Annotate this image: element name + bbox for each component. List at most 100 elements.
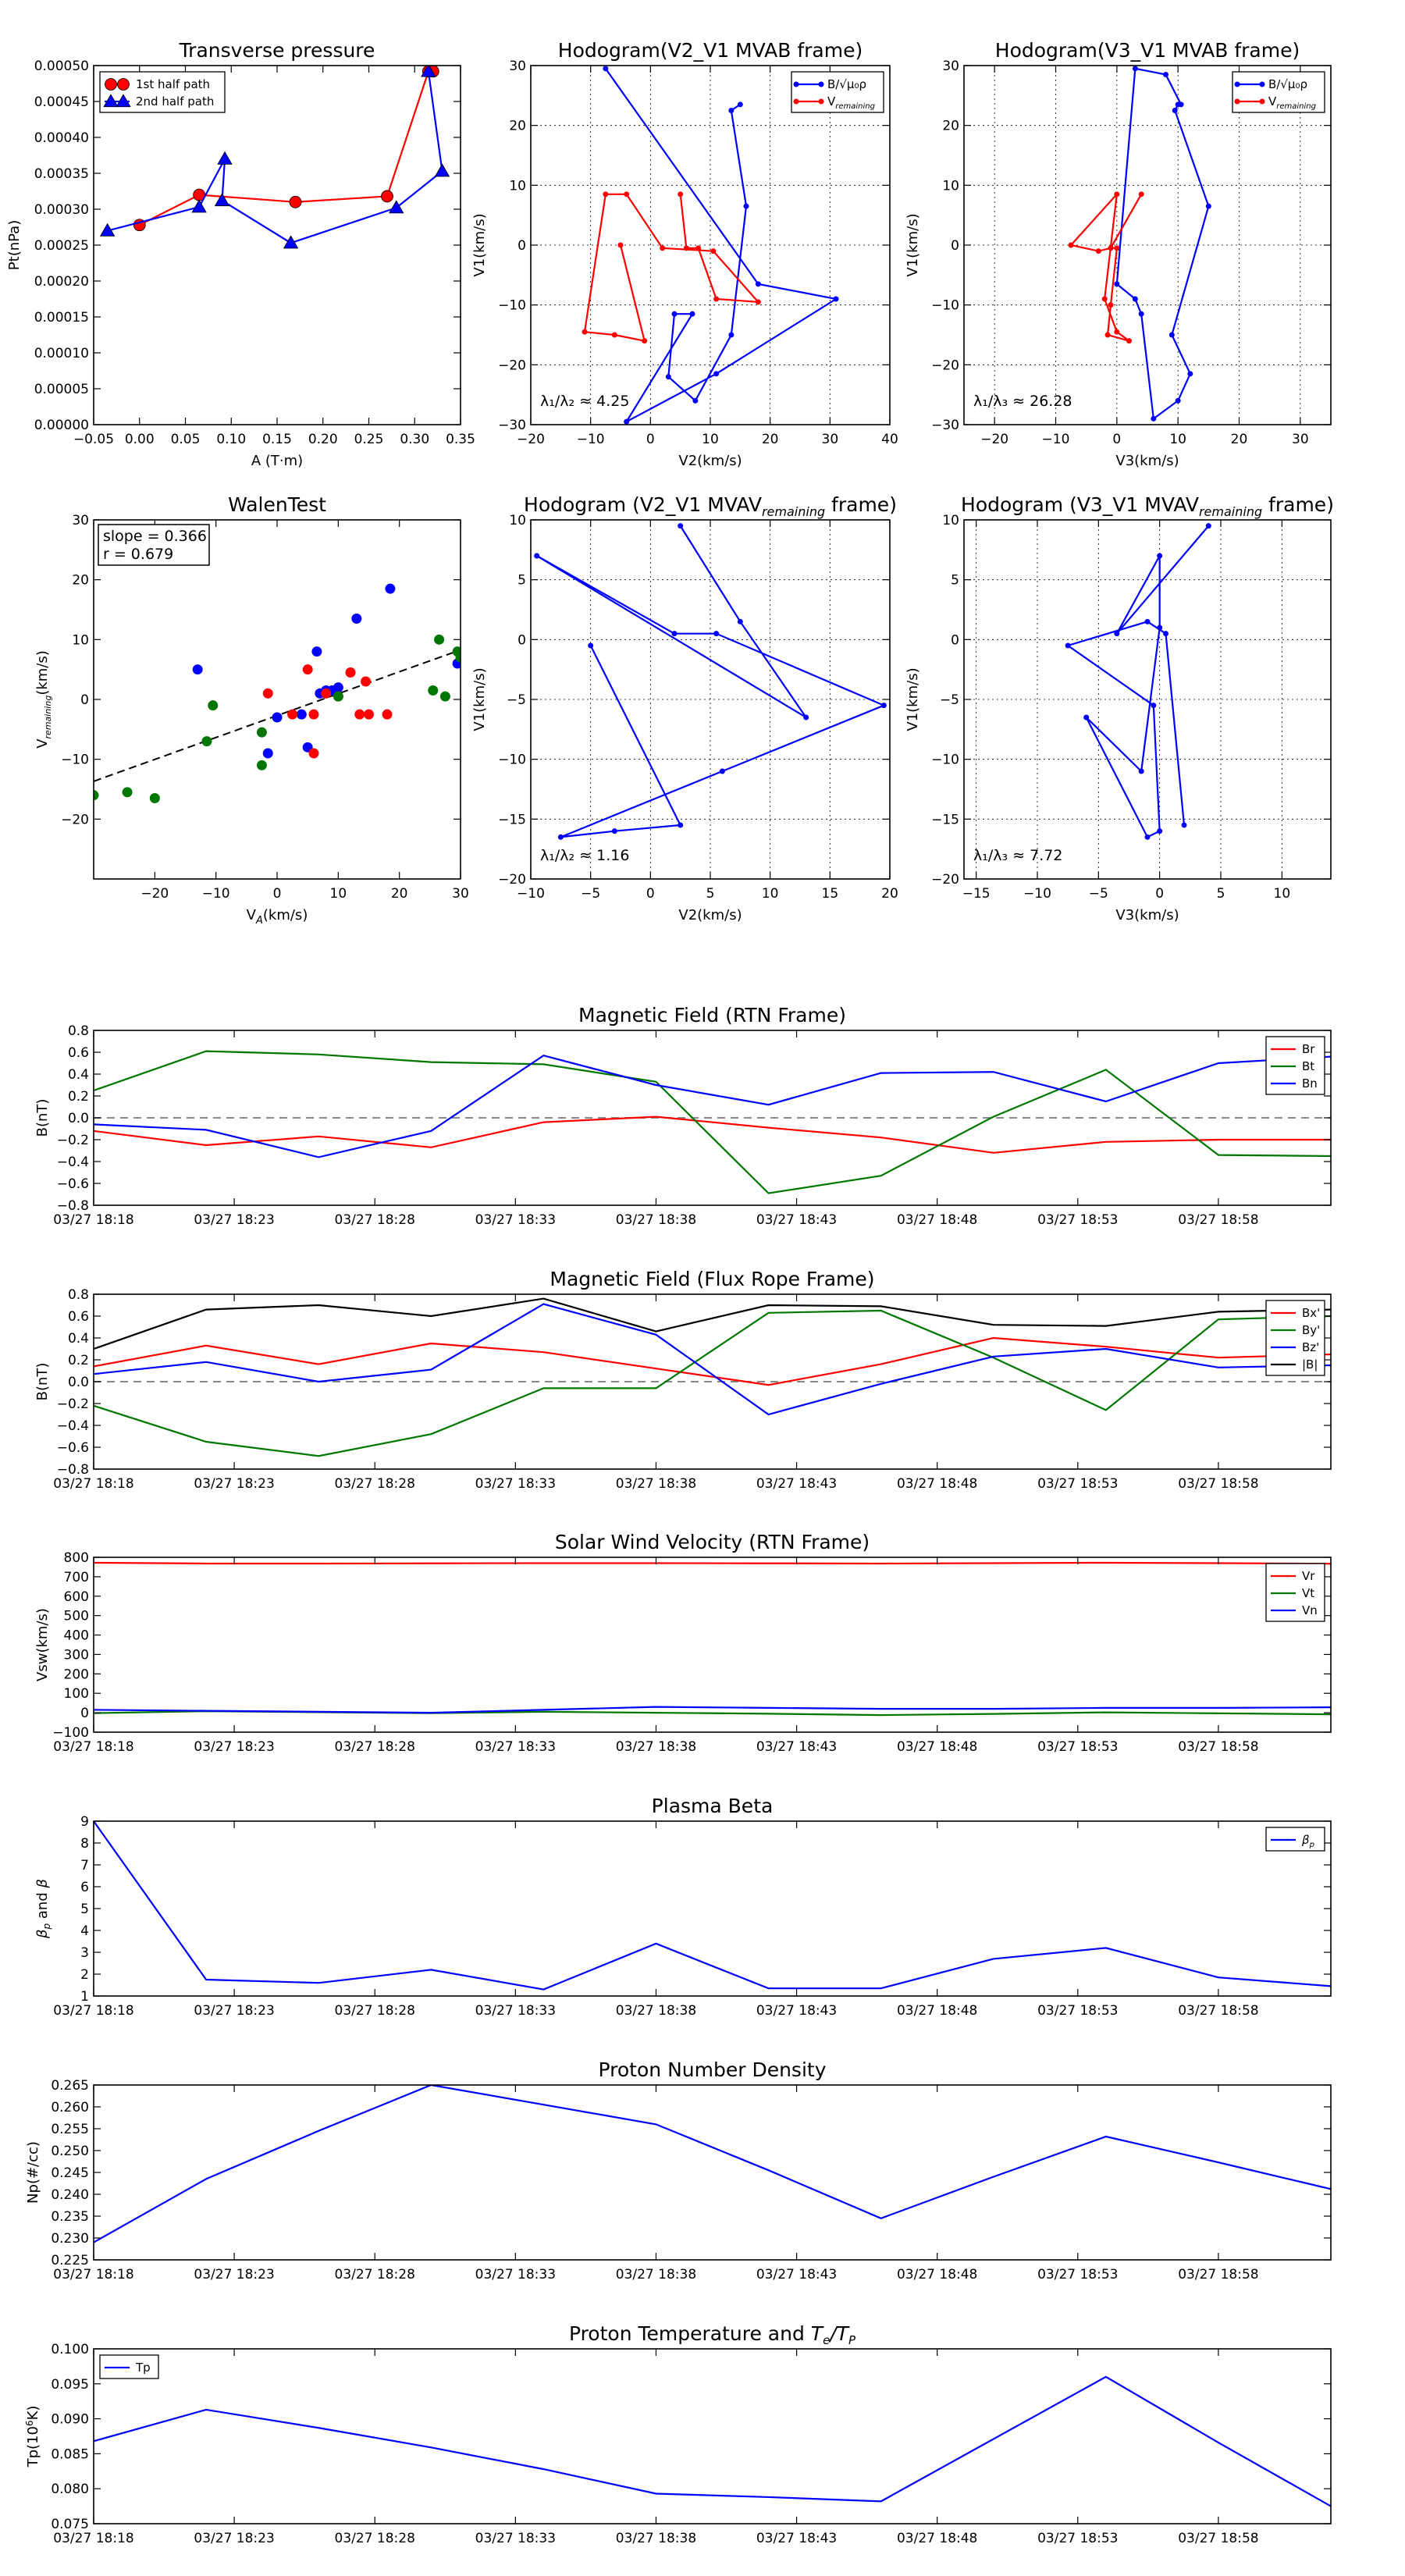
title-main: Hodogram (V3_V1 MVAV	[961, 493, 1199, 516]
x-tick-label: 03/27 18:23	[194, 1212, 274, 1228]
data-point	[1114, 281, 1120, 287]
data-point	[1151, 415, 1157, 422]
chart-title: Hodogram(V3_V1 MVAB frame)	[995, 39, 1300, 62]
data-point	[713, 631, 720, 637]
series-line-vn	[94, 1706, 1331, 1714]
y-tick-label: −30	[498, 418, 526, 433]
legend-box	[1232, 71, 1325, 113]
series-line-b	[1115, 67, 1210, 421]
y-tick-label: −10	[61, 753, 89, 768]
data-point	[421, 66, 436, 77]
y-tick-label: 10	[942, 178, 959, 194]
x-tick-label: 03/27 18:58	[1178, 2531, 1258, 2546]
chart-vel: Solar Wind Velocity (RTN Frame) −100 0 100 2…	[34, 1531, 1332, 1755]
data-point	[737, 618, 743, 624]
x-tick-label: 03/27 18:23	[194, 2267, 274, 2282]
data-point	[1108, 245, 1114, 251]
plot-frame	[93, 2084, 1332, 2261]
y-tick-label: −100	[52, 1725, 89, 1741]
legend-beta-sub: p	[1309, 1841, 1314, 1849]
x-tick-label: 03/27 18:18	[53, 2003, 133, 2019]
y-tick-label: 0.00030	[34, 202, 89, 218]
x-tick-label: 30	[822, 432, 839, 447]
data-point	[1144, 618, 1151, 624]
x-tick-label: 03/27 18:43	[756, 1739, 837, 1755]
x-tick-label: 03/27 18:38	[616, 1476, 696, 1492]
data-point	[1114, 245, 1120, 251]
y-tick-label: −0.6	[57, 1176, 89, 1192]
x-tick-label: 0.10	[216, 432, 246, 447]
plot-area	[94, 2085, 1331, 2243]
y-tick-label: 0.240	[51, 2187, 89, 2203]
x-tick-label: 20	[762, 432, 779, 447]
data-point	[149, 793, 160, 803]
series-line-br	[94, 1115, 1331, 1154]
y-tick-label: 0.8	[68, 1023, 89, 1039]
legend-label: βp	[1301, 1833, 1314, 1849]
y-axis-label: V1(km/s)	[905, 213, 921, 276]
y-tick-label: 0.00010	[34, 346, 89, 361]
legend: B/√μ₀ρ Vremaining	[791, 71, 884, 113]
y-tick-label: 0.085	[51, 2446, 89, 2462]
legend-label: By'	[1302, 1323, 1320, 1337]
y-tick-label: 0.8	[68, 1287, 89, 1303]
x-tick-label: 10	[1274, 886, 1291, 902]
title-main: Proton Temperature and	[569, 2322, 811, 2345]
y-tick-label: −0.4	[57, 1418, 89, 1434]
data-point	[364, 709, 374, 720]
y-axis-label: βp and β	[34, 1879, 52, 1939]
legend: Vr Vt Vn	[1265, 1563, 1325, 1622]
series-line-tp	[94, 2375, 1331, 2507]
y-axis-label: Pt(nPa)	[6, 220, 23, 270]
data-point	[611, 828, 617, 834]
y-tick-label: 20	[942, 119, 959, 134]
data-point	[262, 688, 273, 699]
series-line-vremaining	[1069, 191, 1143, 342]
xlabel-sub: A	[255, 915, 263, 927]
plot-area	[94, 2375, 1331, 2507]
y-tick-label: 10	[509, 513, 526, 528]
y-tick-label: 700	[64, 1570, 89, 1585]
y-tick-label: −20	[498, 872, 526, 888]
xlabel-unit: (km/s)	[263, 907, 308, 923]
eigenvalue-ratio: λ₁/λ₂ ≈ 1.16	[540, 847, 629, 864]
x-tick-label: 03/27 18:28	[335, 2267, 415, 2282]
data-point	[296, 709, 307, 720]
data-point	[311, 646, 322, 657]
data-point	[333, 682, 343, 693]
x-tick-label: 03/27 18:28	[335, 2003, 415, 2019]
y-tick-label: 30	[942, 59, 959, 74]
data-point	[713, 371, 720, 377]
legend-label: Bx'	[1302, 1306, 1320, 1320]
x-tick-label: 03/27 18:23	[194, 1739, 274, 1755]
y-tick-label: 0.100	[51, 2342, 89, 2357]
y-tick-label: 0	[518, 632, 526, 648]
data-point	[617, 242, 624, 248]
x-tick-label: 0	[273, 886, 282, 902]
y-tick-label: −0.8	[57, 1198, 89, 1214]
chart-h3: Hodogram (V2_V1 MVAVremaining frame)−20−…	[471, 493, 898, 923]
data-point	[1151, 703, 1157, 709]
y-tick-label: 0.00050	[34, 59, 89, 74]
x-tick-label: 03/27 18:53	[1037, 2531, 1118, 2546]
y-tick-label: −0.2	[57, 1397, 89, 1412]
data-point	[603, 66, 609, 72]
y-tick-label: −5	[507, 692, 526, 708]
chart-tp: Transverse pressure 0.00000 0.00005 0.00010…	[6, 39, 475, 469]
y-tick-label: 0.4	[68, 1331, 89, 1347]
x-tick-label: 03/27 18:18	[53, 1739, 133, 1755]
data-point	[428, 685, 439, 696]
y-tick-label: 5	[518, 573, 526, 589]
x-tick-label: 03/27 18:28	[335, 1212, 415, 1228]
data-point	[439, 691, 450, 702]
data-point	[534, 553, 540, 559]
x-tick-label: 03/27 18:33	[475, 2267, 556, 2282]
data-point	[660, 245, 666, 251]
legend-marker	[1234, 98, 1240, 105]
data-point	[1138, 191, 1144, 197]
y-tick-label: 0.00035	[34, 166, 89, 182]
legend-label: Vt	[1302, 1586, 1314, 1600]
y-tick-label: 0	[80, 692, 89, 708]
data-point	[1083, 714, 1090, 720]
plot-frame	[93, 2348, 1332, 2524]
